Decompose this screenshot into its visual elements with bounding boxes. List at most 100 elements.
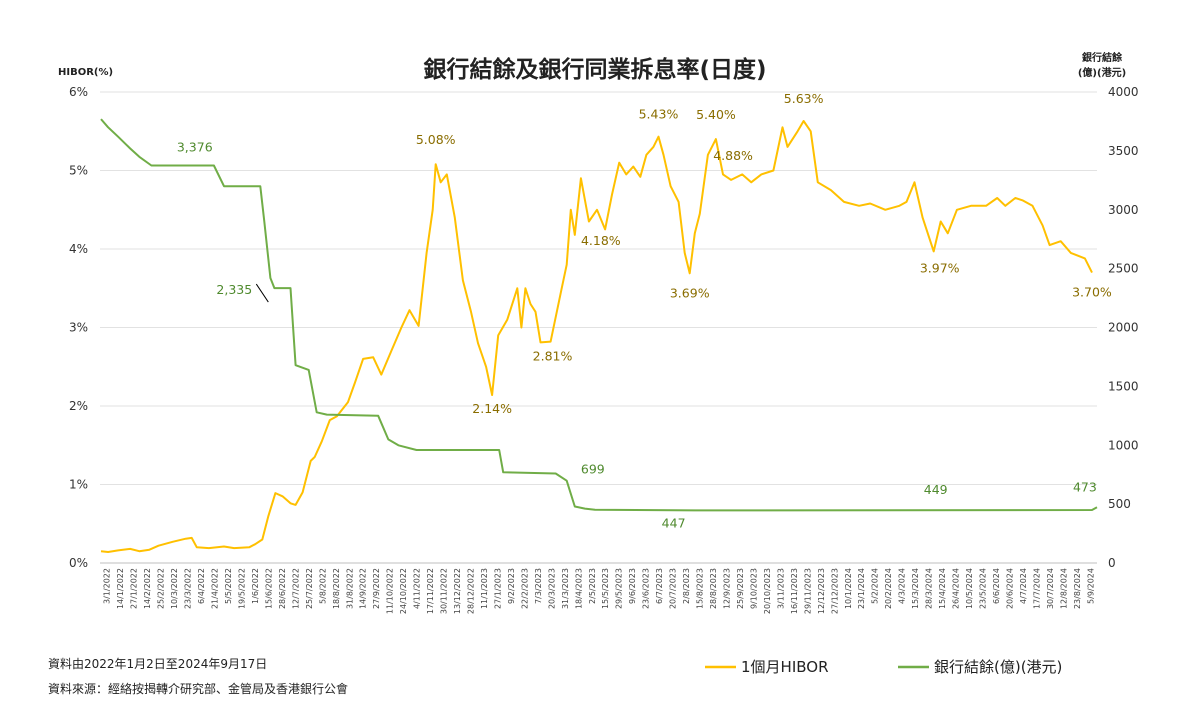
gridlines <box>100 91 1097 564</box>
left-tick-label: 4% <box>69 242 88 256</box>
footer-source: 資料來源：經絡按揭轉介研究部、金管局及香港銀行公會 <box>48 681 348 696</box>
x-tick-label: 9/2/2023 <box>507 568 516 604</box>
x-tick-label: 12/9/2023 <box>722 568 731 609</box>
x-tick-label: 5/5/2022 <box>224 568 233 604</box>
data-label: 2,335 <box>216 282 252 297</box>
x-tick-label: 15/6/2022 <box>264 568 273 609</box>
data-label: 5.08% <box>416 132 456 147</box>
x-tick-label: 21/4/2022 <box>211 568 220 609</box>
x-tick-label: 5/9/2024 <box>1086 568 1095 604</box>
legend-label-hibor: 1個月HIBOR <box>741 658 829 676</box>
x-tick-label: 27/1/2022 <box>130 568 139 609</box>
x-tick-label: 1/6/2022 <box>251 568 260 604</box>
data-label: 3.97% <box>920 260 960 275</box>
x-tick-label: 2/8/2023 <box>682 568 691 604</box>
data-label: 3.69% <box>670 285 710 300</box>
x-tick-label: 27/9/2022 <box>372 568 381 609</box>
x-tick-label: 16/11/2023 <box>790 568 799 614</box>
x-tick-label: 6/4/2022 <box>197 568 206 604</box>
data-label: 447 <box>662 515 686 530</box>
x-tick-label: 25/9/2023 <box>736 568 745 609</box>
data-label: 449 <box>924 482 948 497</box>
right-tick-label: 3500 <box>1108 144 1139 158</box>
x-tick-label: 2/5/2023 <box>588 568 597 604</box>
x-axis-ticks: 3/1/2022 14/1/2022 27/1/2022 14/2/2022 25/2/… <box>103 568 1096 614</box>
x-tick-label: 15/5/2023 <box>601 568 610 609</box>
x-tick-label: 27/1/2023 <box>493 568 502 609</box>
x-tick-label: 23/5/2024 <box>978 568 987 609</box>
x-tick-label: 14/9/2022 <box>359 568 368 609</box>
x-tick-label: 30/11/2022 <box>440 568 449 614</box>
hibor-line <box>100 120 1093 553</box>
x-tick-label: 3/11/2023 <box>776 568 785 609</box>
x-tick-label: 23/3/2022 <box>184 568 193 609</box>
x-tick-label: 20/6/2024 <box>1005 568 1014 609</box>
x-tick-label: 4/11/2022 <box>413 568 422 609</box>
x-tick-label: 9/10/2023 <box>749 568 758 609</box>
left-tick-label: 3% <box>69 321 88 335</box>
x-tick-label: 18/8/2022 <box>332 568 341 609</box>
data-label: 4.18% <box>581 233 621 248</box>
x-tick-label: 25/2/2022 <box>157 568 166 609</box>
x-tick-label: 18/4/2023 <box>574 568 583 609</box>
bank-balance-line <box>100 118 1098 512</box>
x-tick-label: 15/3/2024 <box>911 568 920 609</box>
x-tick-label: 10/5/2024 <box>965 568 974 609</box>
x-tick-label: 17/7/2024 <box>1032 568 1041 609</box>
left-tick-label: 0% <box>69 556 88 570</box>
x-tick-label: 11/1/2023 <box>480 568 489 609</box>
data-label: 4.88% <box>713 148 753 163</box>
x-tick-label: 14/1/2022 <box>116 568 125 609</box>
right-tick-label: 0 <box>1108 556 1116 570</box>
x-tick-label: 5/2/2024 <box>871 568 880 604</box>
x-tick-label: 6/7/2023 <box>655 568 664 604</box>
legend-label-balance: 銀行結餘(億)(港元) <box>934 658 1062 676</box>
x-tick-label: 15/4/2024 <box>938 568 947 609</box>
x-tick-label: 3/1/2022 <box>103 568 112 604</box>
legend: 1個月HIBOR 銀行結餘(億)(港元) <box>705 658 1062 676</box>
right-axis-title-line2: (億)(港元) <box>1078 66 1126 79</box>
x-tick-label: 29/5/2023 <box>615 568 624 609</box>
x-tick-label: 9/6/2023 <box>628 568 637 604</box>
right-tick-label: 2500 <box>1108 262 1139 276</box>
right-tick-label: 2000 <box>1108 321 1139 335</box>
right-tick-label: 4000 <box>1108 85 1139 99</box>
leader-line <box>255 283 269 303</box>
x-tick-label: 24/10/2022 <box>399 568 408 614</box>
x-tick-label: 31/3/2023 <box>561 568 570 609</box>
x-tick-label: 20/7/2023 <box>669 568 678 609</box>
x-tick-label: 20/2/2024 <box>884 568 893 609</box>
x-tick-label: 4/7/2024 <box>1019 568 1028 604</box>
left-tick-label: 6% <box>69 85 88 99</box>
x-tick-label: 10/1/2024 <box>844 568 853 609</box>
x-tick-label: 28/8/2023 <box>709 568 718 609</box>
x-tick-label: 17/11/2022 <box>426 568 435 614</box>
x-tick-label: 23/6/2023 <box>642 568 651 609</box>
data-label: 2.81% <box>533 348 573 363</box>
right-tick-label: 1500 <box>1108 379 1139 393</box>
x-tick-label: 26/4/2024 <box>952 568 961 609</box>
footer-date-range: 資料由2022年1月2日至2024年9月17日 <box>48 657 267 671</box>
x-tick-label: 11/10/2022 <box>386 568 395 614</box>
x-tick-label: 20/10/2023 <box>763 568 772 614</box>
x-tick-label: 10/3/2022 <box>170 568 179 609</box>
data-label: 3,376 <box>177 139 213 154</box>
x-tick-label: 19/5/2022 <box>237 568 246 609</box>
data-label: 5.40% <box>696 107 736 122</box>
data-label: 3.70% <box>1072 285 1112 300</box>
x-tick-label: 7/3/2023 <box>534 568 543 604</box>
left-axis-ticks: 0% 1% 2% 3% 4% 5% 6% <box>69 85 88 570</box>
x-tick-label: 14/2/2022 <box>143 568 152 609</box>
right-tick-label: 500 <box>1108 497 1131 511</box>
x-tick-label: 4/3/2024 <box>898 568 907 604</box>
series-lines <box>100 118 1098 553</box>
x-tick-label: 13/12/2022 <box>453 568 462 614</box>
right-tick-label: 3000 <box>1108 203 1139 217</box>
left-tick-label: 2% <box>69 399 88 413</box>
chart-title: 銀行結餘及銀行同業拆息率(日度) <box>423 56 766 83</box>
right-axis-title-line1: 銀行結餘 <box>1082 51 1123 64</box>
x-tick-label: 6/6/2024 <box>992 568 1001 604</box>
x-tick-label: 28/3/2024 <box>925 568 934 609</box>
x-tick-label: 31/8/2022 <box>345 568 354 609</box>
